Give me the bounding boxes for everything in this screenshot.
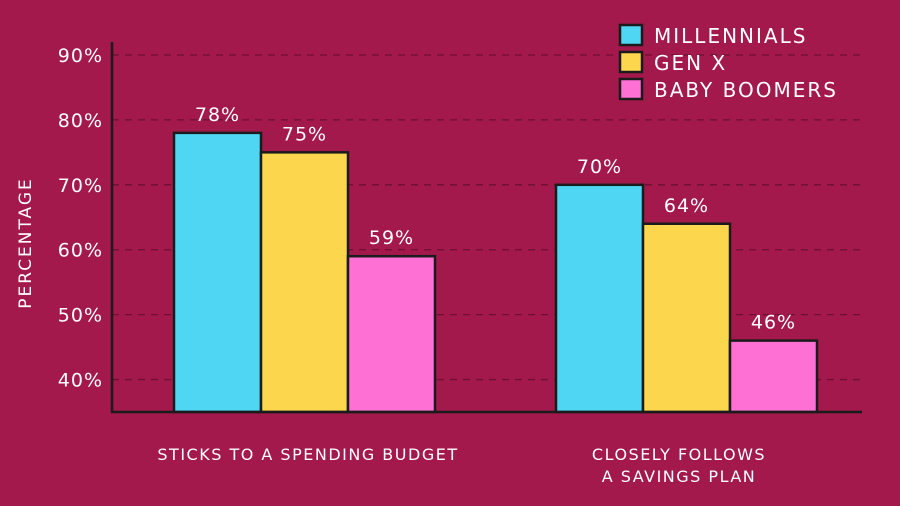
category-label: STICKS TO A SPENDING BUDGET	[157, 445, 458, 464]
legend-label: BABY BOOMERS	[654, 78, 838, 102]
bar	[172, 131, 263, 414]
category-label: CLOSELY FOLLOWS	[592, 445, 766, 464]
bars	[172, 131, 819, 414]
bar	[346, 254, 437, 414]
y-tick-label: 60%	[58, 240, 103, 262]
y-tick-label: 70%	[58, 175, 103, 197]
category-label: A SAVINGS PLAN	[602, 467, 757, 486]
bar	[259, 151, 350, 414]
data-label: 78%	[195, 104, 240, 126]
y-axis-title: PERCENTAGE	[16, 177, 36, 309]
data-label: 46%	[751, 312, 796, 334]
y-tick-label: 90%	[58, 45, 103, 67]
legend-swatch	[618, 77, 644, 101]
legend-swatch	[618, 50, 644, 74]
legend-swatch	[618, 23, 644, 47]
data-label: 70%	[577, 156, 622, 178]
bar	[641, 222, 732, 414]
data-label: 75%	[282, 123, 327, 145]
axes	[110, 42, 862, 414]
legend-label: GEN X	[654, 51, 727, 75]
legend-label: MILLENNIALS	[654, 24, 807, 48]
y-tick-label: 80%	[58, 110, 103, 132]
y-tick-label: 50%	[58, 305, 103, 327]
labels: 40% 50% 60% 70% 80% 90% PERCENTAGE 78% 70% 75% 64%…	[16, 45, 796, 486]
bar	[728, 339, 819, 414]
legend: MILLENNIALS GEN X BABY BOOMERS	[618, 23, 838, 102]
y-tick-label: 40%	[58, 370, 103, 392]
data-label: 59%	[369, 227, 414, 249]
data-label: 64%	[664, 195, 709, 217]
bar	[554, 183, 645, 414]
